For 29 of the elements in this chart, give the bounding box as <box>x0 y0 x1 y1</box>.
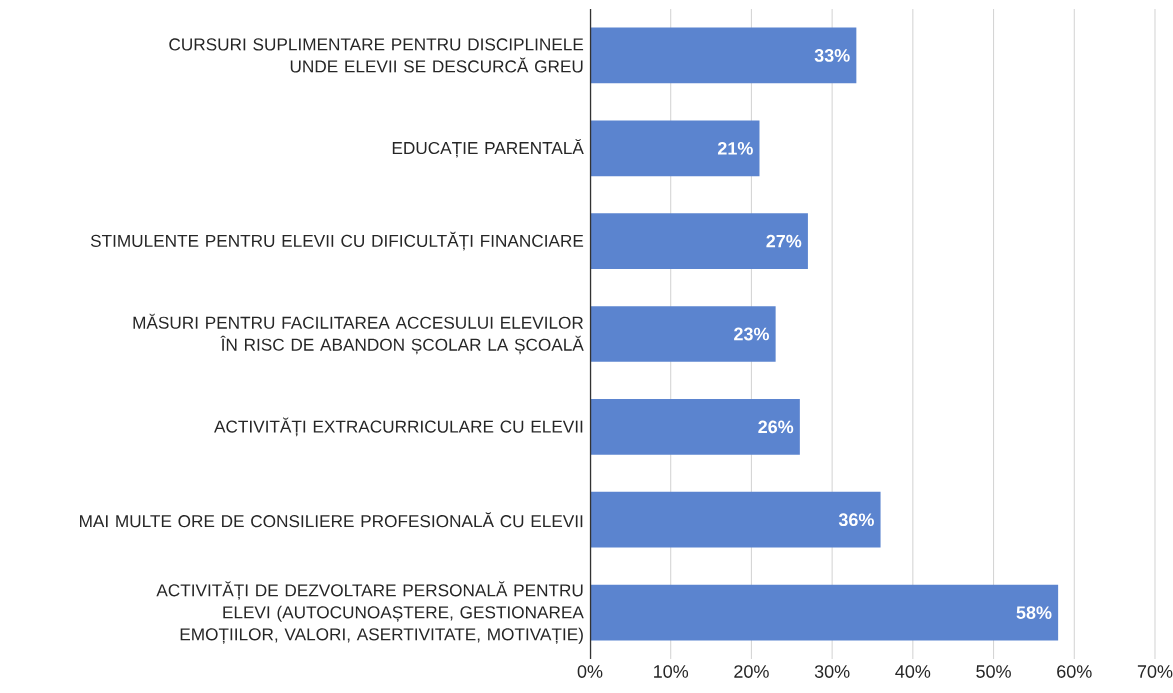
y-tick-label: STIMULENTE PENTRU ELEVII CU DIFICULTĂȚI FINANCIARE <box>90 231 584 251</box>
y-tick-label: MAI MULTE ORE DE CONSILIERE PROFESIONALĂ CU ELEVII <box>80 512 583 528</box>
data-label: 26% <box>758 420 794 434</box>
bar <box>590 213 808 270</box>
bar <box>590 491 881 548</box>
bar <box>590 399 800 455</box>
x-tick-label: 60% <box>1057 665 1092 678</box>
y-tick-label: MĂSURI PENTRU FACILITAREA ACCESULUI ELEVILOR ÎN RISC DE ABANDON ȘCOLAR LA ȘCOALĂ <box>133 313 584 355</box>
bar <box>590 120 760 177</box>
y-tick-label: ACTIVITĂȚI EXTRACURRICULARE CU ELEVII <box>214 417 583 437</box>
x-tick-label: 50% <box>976 665 1011 678</box>
x-tick-label: 30% <box>814 665 850 678</box>
y-tick-label: EDUCAȚIE PARENTALĂ <box>392 139 584 158</box>
x-tick-label: 40% <box>895 665 931 678</box>
bar <box>590 306 776 362</box>
bar <box>590 27 857 84</box>
data-label: 23% <box>734 327 770 341</box>
data-label: 36% <box>838 513 874 527</box>
y-tick-label: CURSURI SUPLIMENTARE PENTRU DISCIPLINELE UNDE ELEVII SE DESCURCĂ GREU <box>169 38 584 73</box>
x-tick-label: 20% <box>734 665 769 678</box>
bar <box>590 584 1059 641</box>
data-label: 33% <box>814 49 850 62</box>
y-tick-label: ACTIVITĂȚI DE DEZVOLTARE PERSONALĂ PENTRU ELEVI (AUTOCUNOAȘTERE, GESTIONAREA EMOȚIILOR, VALORI, ASERTIVITATE, MOTIVAȚIE) <box>156 581 584 644</box>
data-label: 21% <box>717 141 753 155</box>
data-label: 27% <box>766 234 802 248</box>
x-tick-label: 10% <box>654 665 689 678</box>
x-tick-label: 70% <box>1137 665 1173 678</box>
data-label: 58% <box>1016 606 1052 619</box>
x-tick-label: 0% <box>577 665 603 678</box>
